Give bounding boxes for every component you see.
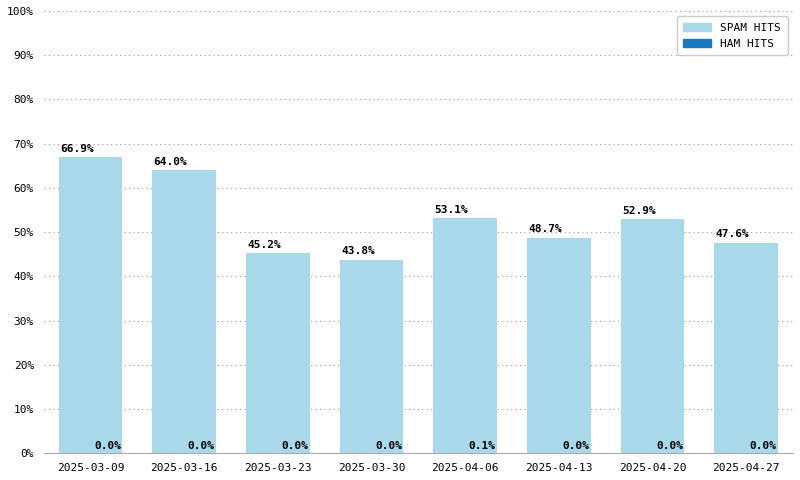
Bar [527,238,590,453]
Text: 64.0%: 64.0% [154,156,187,167]
Text: 0.0%: 0.0% [188,441,214,451]
Text: 0.0%: 0.0% [562,441,590,451]
Bar [58,157,122,453]
Text: 53.1%: 53.1% [434,205,468,215]
Bar [152,170,216,453]
Text: 52.9%: 52.9% [622,206,656,216]
Legend: SPAM HITS, HAM HITS: SPAM HITS, HAM HITS [677,16,787,55]
Bar [434,218,497,453]
Text: 0.0%: 0.0% [656,441,683,451]
Text: 0.0%: 0.0% [94,441,121,451]
Text: 66.9%: 66.9% [60,144,94,154]
Text: 0.0%: 0.0% [282,441,309,451]
Text: 47.6%: 47.6% [716,229,750,239]
Text: 0.1%: 0.1% [469,441,496,451]
Bar [340,260,403,453]
Bar [714,243,778,453]
Bar [621,219,684,453]
Text: 0.0%: 0.0% [375,441,402,451]
Text: 43.8%: 43.8% [341,246,374,256]
Text: 45.2%: 45.2% [247,240,281,250]
Text: 0.0%: 0.0% [750,441,777,451]
Bar [246,253,310,453]
Text: 48.7%: 48.7% [528,224,562,234]
